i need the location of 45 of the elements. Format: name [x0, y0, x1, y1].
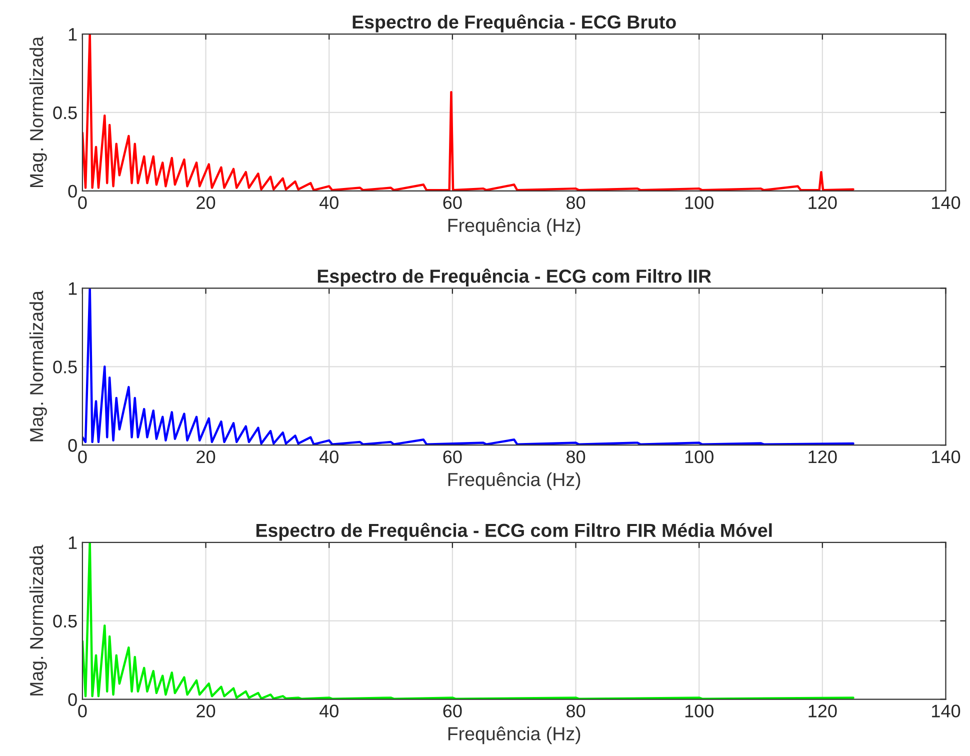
y-tick-label: 1	[68, 282, 77, 295]
x-tick-label: 60	[443, 450, 462, 464]
x-tick-label: 80	[566, 196, 586, 210]
x-tick-label: 40	[319, 704, 338, 718]
x-axis-title: Frequência (Hz)	[448, 726, 580, 744]
x-tick-label: 40	[319, 450, 338, 464]
y-tick-label: 0.5	[53, 360, 77, 374]
x-tick-label: 120	[808, 450, 837, 464]
y-axis-title: Mag. Normalizada	[29, 544, 47, 696]
line-series	[82, 542, 854, 700]
y-tick-label: 1	[68, 536, 77, 549]
y-tick-label: 0	[68, 184, 77, 198]
y-tick-label: 1	[68, 28, 77, 41]
y-tick-label: 0	[68, 693, 77, 706]
x-tick-label: 20	[196, 704, 216, 718]
x-tick-label: 80	[566, 704, 586, 718]
line-series	[82, 288, 854, 446]
x-tick-label: 100	[685, 704, 714, 718]
x-tick-label: 40	[319, 196, 338, 210]
x-tick-label: 0	[78, 196, 87, 210]
x-tick-label: 140	[932, 196, 960, 210]
x-tick-label: 20	[196, 196, 216, 210]
x-tick-label: 60	[443, 704, 462, 718]
x-tick-label: 80	[566, 450, 586, 464]
y-tick-label: 0.5	[53, 614, 77, 628]
x-tick-label: 100	[685, 196, 714, 210]
x-tick-label: 140	[932, 704, 960, 718]
y-tick-label: 0.5	[53, 106, 77, 120]
chart-title: Espectro de Frequência - ECG com Filtro IIR	[318, 268, 712, 287]
x-tick-label: 0	[78, 450, 87, 464]
x-tick-label: 0	[78, 704, 87, 718]
x-tick-label: 140	[932, 450, 960, 464]
y-axis-title: Mag. Normalizada	[29, 290, 47, 442]
y-tick-label: 0	[68, 439, 77, 452]
x-tick-label: 100	[685, 450, 714, 464]
chart-title: Espectro de Frequência - ECG Bruto	[352, 14, 676, 32]
x-tick-label: 120	[808, 704, 837, 718]
x-tick-label: 60	[443, 196, 462, 210]
x-axis-title: Frequência (Hz)	[448, 218, 580, 236]
x-tick-label: 120	[808, 196, 837, 210]
chart-title: Espectro de Frequência - ECG com Filtro FIR Média Móvel	[256, 522, 772, 541]
line-series	[82, 34, 854, 191]
y-axis-title: Mag. Normalizada	[29, 36, 47, 187]
x-axis-title: Frequência (Hz)	[448, 472, 580, 490]
x-tick-label: 20	[196, 450, 216, 464]
